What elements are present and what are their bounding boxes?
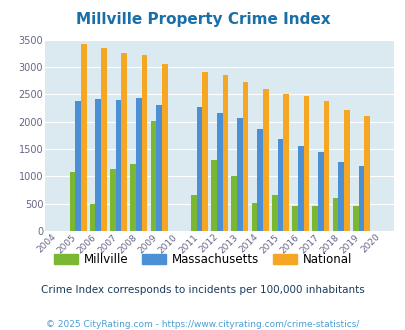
Bar [257, 129, 262, 231]
Bar [190, 195, 196, 231]
Bar [323, 101, 328, 231]
Bar [110, 169, 115, 231]
Bar [141, 55, 147, 231]
Bar [162, 64, 167, 231]
Bar [81, 44, 86, 231]
Bar [101, 49, 107, 231]
Bar [216, 113, 222, 231]
Bar [312, 206, 318, 231]
Bar [297, 146, 303, 231]
Bar [196, 107, 202, 231]
Bar [95, 99, 101, 231]
Bar [130, 164, 136, 231]
Bar [271, 195, 277, 231]
Bar [303, 96, 309, 231]
Bar [231, 176, 237, 231]
Bar [222, 75, 228, 231]
Bar [121, 53, 127, 231]
Text: Millville Property Crime Index: Millville Property Crime Index [75, 12, 330, 26]
Bar [115, 100, 121, 231]
Bar [352, 206, 358, 231]
Bar [262, 89, 268, 231]
Bar [136, 98, 141, 231]
Legend: Millville, Massachusetts, National: Millville, Massachusetts, National [49, 248, 356, 271]
Bar [237, 118, 242, 231]
Text: © 2025 CityRating.com - https://www.cityrating.com/crime-statistics/: © 2025 CityRating.com - https://www.city… [46, 320, 359, 329]
Bar [90, 204, 95, 231]
Bar [292, 206, 297, 231]
Text: Crime Index corresponds to incidents per 100,000 inhabitants: Crime Index corresponds to incidents per… [41, 285, 364, 295]
Bar [242, 82, 248, 231]
Bar [337, 162, 343, 231]
Bar [318, 152, 323, 231]
Bar [363, 115, 369, 231]
Bar [277, 139, 283, 231]
Bar [202, 72, 207, 231]
Bar [358, 166, 363, 231]
Bar [283, 94, 288, 231]
Bar [211, 160, 216, 231]
Bar [251, 203, 257, 231]
Bar [343, 110, 349, 231]
Bar [332, 198, 337, 231]
Bar [150, 121, 156, 231]
Bar [69, 173, 75, 231]
Bar [156, 105, 162, 231]
Bar [75, 101, 81, 231]
